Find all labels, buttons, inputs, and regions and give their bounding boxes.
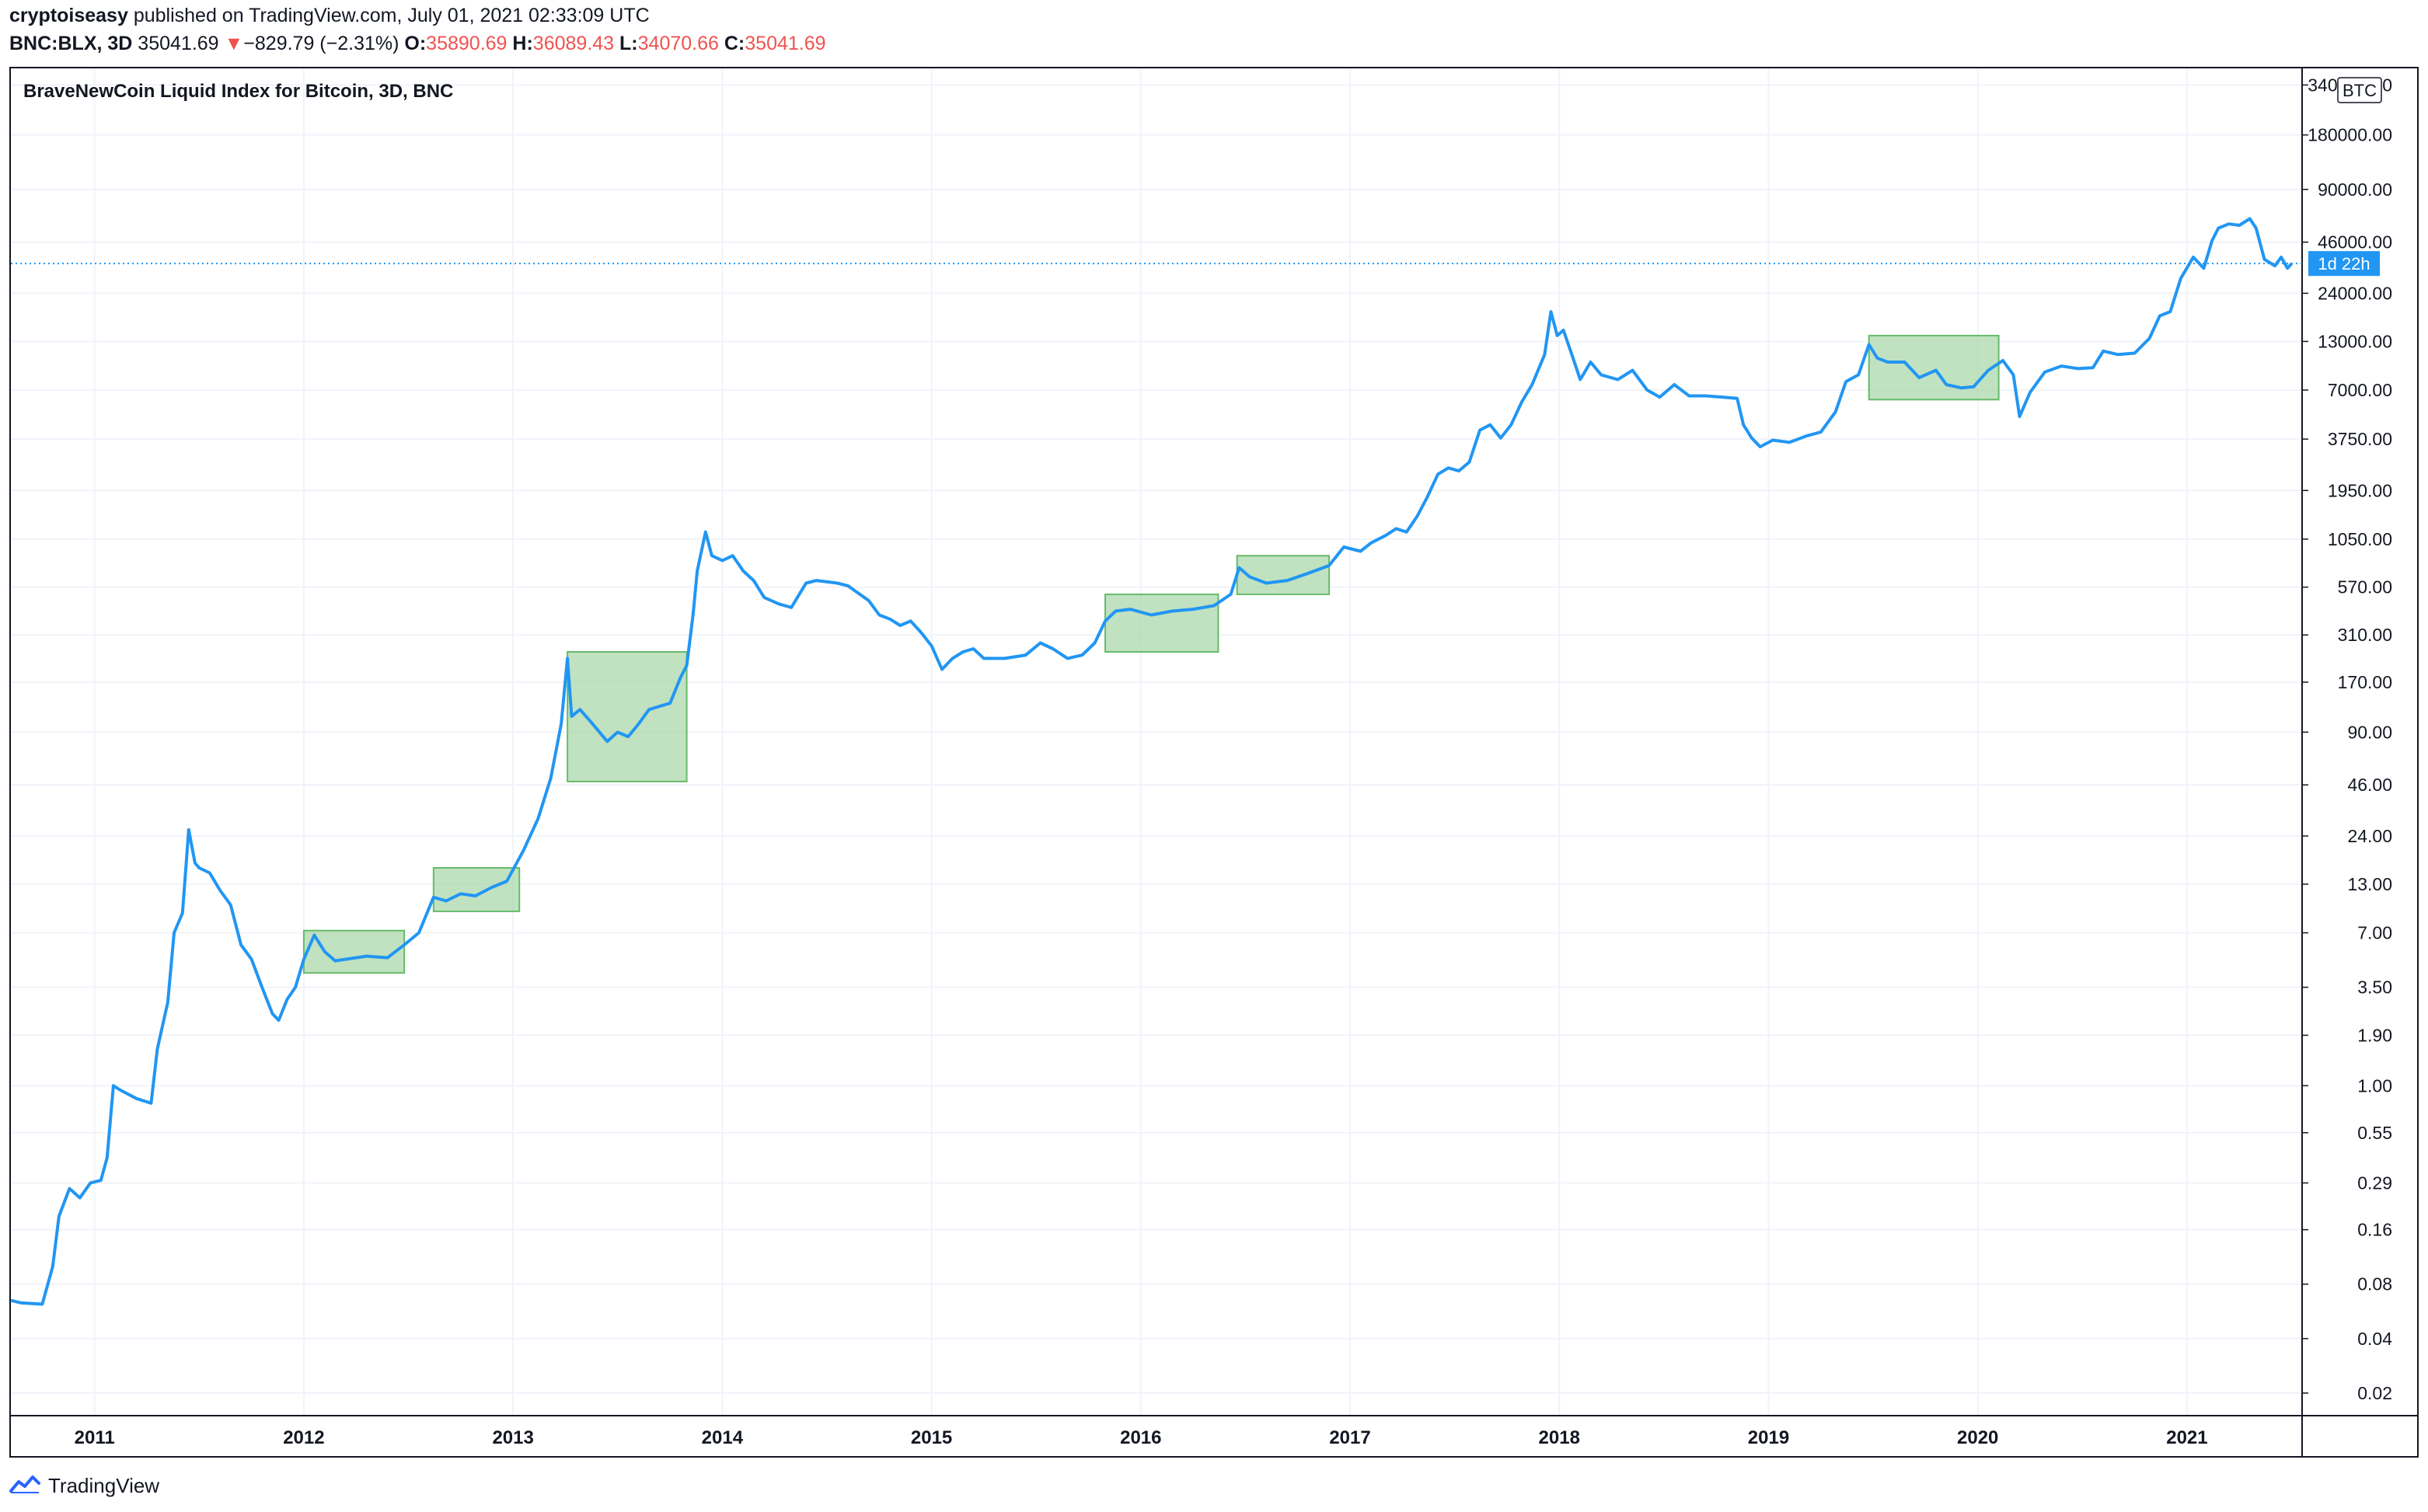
y-tick-label: 46.00 — [2347, 775, 2392, 795]
y-tick-label: 310.00 — [2338, 625, 2392, 645]
tradingview-brand[interactable]: TradingView — [48, 1473, 160, 1497]
shaded-range-box — [302, 929, 406, 974]
x-tick-label: 2011 — [75, 1427, 115, 1448]
high-value: 36089.43 — [532, 33, 615, 54]
x-tick-label: 2014 — [702, 1427, 744, 1448]
symbol-label: BNC:BLX, 3D — [9, 33, 133, 54]
y-tick-label: 1950.00 — [2328, 480, 2392, 500]
y-tick-label: 1.00 — [2357, 1075, 2392, 1096]
x-tick-label: 2020 — [1957, 1427, 1998, 1448]
x-tick-label: 2015 — [911, 1427, 952, 1448]
footer: TradingView — [9, 1472, 159, 1500]
author-name[interactable]: cryptoiseasy — [9, 5, 128, 26]
y-tick-label: 0.08 — [2357, 1274, 2392, 1294]
shaded-range-box — [1104, 593, 1219, 653]
x-tick-label: 2019 — [1748, 1427, 1789, 1448]
y-tick-label: 0.55 — [2357, 1123, 2392, 1143]
y-tick-label: 46000.00 — [2318, 232, 2392, 253]
currency-badge — [2337, 77, 2382, 103]
shaded-range-box — [1868, 334, 2000, 401]
chart-title: BraveNewCoin Liquid Index for Bitcoin, 3… — [23, 81, 454, 102]
down-arrow-icon: ▼ — [224, 33, 244, 54]
y-tick-label: 0.04 — [2357, 1329, 2392, 1349]
price-change: −829.79 (−2.31%) — [243, 33, 399, 54]
y-tick-label: 90.00 — [2347, 722, 2392, 742]
y-tick-label: 0.02 — [2357, 1383, 2392, 1403]
publish-text: published on TradingView.com, July 01, 2… — [127, 5, 650, 26]
y-tick-label: 13000.00 — [2318, 331, 2392, 351]
countdown-label: 1d 22h — [2318, 254, 2370, 273]
y-tick-label: 24000.00 — [2318, 283, 2392, 303]
close-value: 35041.69 — [745, 33, 826, 54]
high-label: H: — [512, 33, 533, 54]
low-value: 34070.66 — [637, 33, 719, 54]
chart-frame[interactable] — [9, 67, 2419, 1458]
shaded-range-box — [567, 650, 688, 782]
low-label: L: — [619, 33, 638, 54]
y-tick-label: 3.50 — [2357, 977, 2392, 998]
tradingview-logo-icon[interactable] — [9, 1474, 40, 1498]
x-tick-label: 2018 — [1539, 1427, 1580, 1448]
last-price: 35041.69 — [138, 33, 219, 54]
y-tick-label: 1.90 — [2357, 1025, 2392, 1045]
shaded-range-box — [432, 866, 521, 912]
range-boxes — [302, 334, 2000, 974]
y-tick-label: 570.00 — [2338, 577, 2392, 597]
x-tick-label: 2021 — [2166, 1427, 2207, 1448]
y-tick-label: 24.00 — [2347, 826, 2392, 846]
countdown-badge — [2308, 251, 2380, 277]
axes: 2011 2012 2013 2014 2015 2016 2017 2018 2019 2020… — [11, 68, 2417, 1458]
symbol-quote: BNC:BLX, 3D 35041.69 ▼−829.79 (−2.31%) O… — [9, 33, 826, 55]
x-tick-label: 2013 — [492, 1427, 533, 1448]
shaded-range-box — [1236, 555, 1331, 595]
open-value: 35890.69 — [426, 33, 508, 54]
x-tick-label: 2017 — [1329, 1427, 1370, 1448]
y-tick-label: 7.00 — [2357, 923, 2392, 943]
y-tick-label: 3750.00 — [2328, 429, 2392, 449]
currency-label: BTC — [2343, 81, 2377, 100]
price-line — [10, 217, 2293, 1306]
y-tick-label: 7000.00 — [2328, 380, 2392, 400]
y-tick-label: 170.00 — [2338, 672, 2392, 692]
y-tick-label: 13.00 — [2347, 874, 2392, 894]
y-tick-label: 90000.00 — [2318, 179, 2392, 200]
y-tick-label: 1050.00 — [2328, 529, 2392, 549]
x-tick-label: 2016 — [1120, 1427, 1161, 1448]
publish-info: cryptoiseasy published on TradingView.co… — [9, 5, 650, 27]
x-tick-label: 2012 — [283, 1427, 324, 1448]
y-tick-label: 180000.00 — [2308, 125, 2392, 145]
close-label: C: — [724, 33, 745, 54]
grid — [11, 68, 2302, 1416]
y-tick-label: 0.29 — [2357, 1172, 2392, 1193]
open-label: O: — [404, 33, 427, 54]
price-series — [10, 217, 2293, 1306]
y-tick-label: 0.16 — [2357, 1220, 2392, 1240]
